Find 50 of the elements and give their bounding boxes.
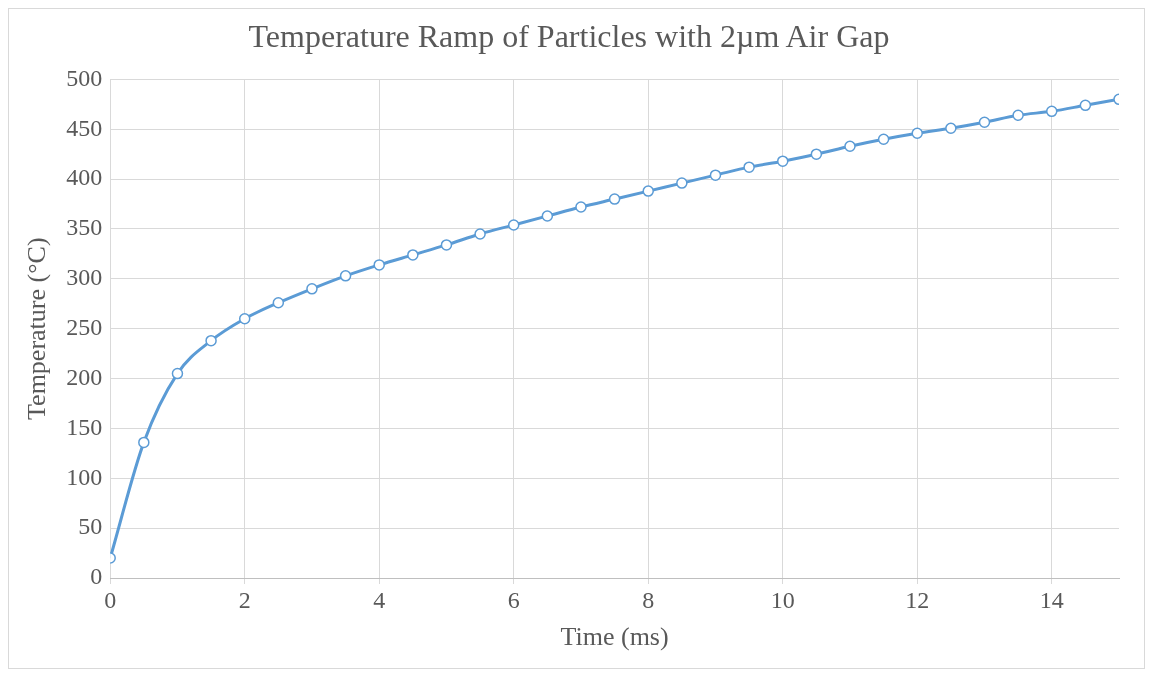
point (541, 210, 554, 222)
point (171, 367, 184, 380)
y-tick-label: 150 (66, 413, 103, 440)
point (945, 122, 957, 135)
y-tick-label: 400 (66, 164, 103, 191)
y-tick-label: 50 (78, 513, 103, 540)
x-tick-label: 4 (373, 586, 386, 613)
x-axis-title: Time (ms) (560, 622, 669, 652)
y-tick-label: 350 (66, 214, 103, 241)
point (474, 228, 486, 240)
y-tick-label: 0 (90, 563, 103, 590)
point (1079, 99, 1092, 112)
y-axis-title: Temperature (°C) (22, 237, 52, 420)
point (676, 177, 688, 189)
point (709, 169, 722, 181)
point (1012, 109, 1024, 122)
point (138, 436, 150, 449)
point (306, 283, 318, 295)
point (844, 140, 856, 152)
x-tick-label: 14 (1039, 586, 1064, 613)
point (877, 133, 890, 145)
y-tick-label: 450 (66, 114, 103, 141)
point (205, 334, 217, 347)
point (608, 193, 621, 205)
point (373, 259, 385, 271)
point (776, 155, 789, 167)
point (339, 270, 352, 282)
x-tick-label: 6 (507, 586, 520, 613)
point (272, 297, 285, 309)
chart-title: Temperature Ramp of Particles with 2µm Air Gap (248, 17, 890, 54)
point (1046, 105, 1058, 118)
x-tick-label: 2 (238, 586, 251, 613)
point (978, 116, 991, 129)
x-tick-label: 8 (642, 586, 655, 613)
point (575, 201, 587, 213)
point (642, 185, 654, 197)
y-tick-label: 100 (66, 463, 103, 490)
point (810, 148, 823, 160)
y-tick-label: 200 (66, 363, 103, 390)
x-tick-label: 10 (770, 586, 795, 613)
point (507, 219, 520, 231)
point (743, 161, 755, 173)
y-tick-label: 250 (66, 314, 103, 340)
x-tick-label: 12 (905, 586, 930, 613)
y-tick-label: 500 (66, 64, 103, 91)
point (407, 249, 419, 261)
point (911, 127, 923, 139)
point (440, 239, 453, 251)
point (238, 312, 251, 325)
y-tick-label: 300 (66, 264, 103, 291)
